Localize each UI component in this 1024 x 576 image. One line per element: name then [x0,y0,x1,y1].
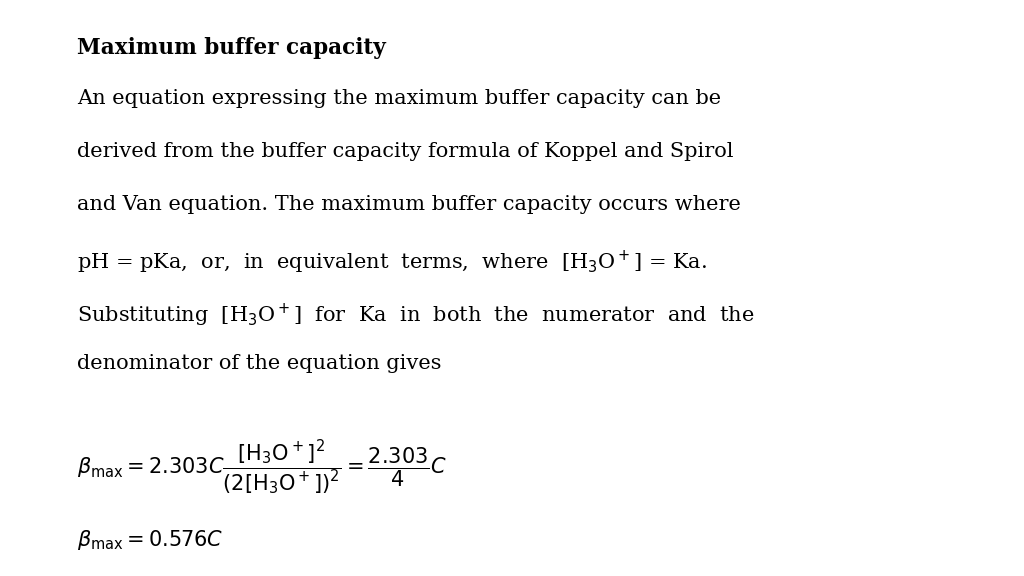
Text: denominator of the equation gives: denominator of the equation gives [77,354,441,373]
Text: $\beta_{\mathrm{max}} = 2.303C\dfrac{[\mathrm{H_3O^+}]^2}{(2[\mathrm{H_3O^+}])^2: $\beta_{\mathrm{max}} = 2.303C\dfrac{[\m… [77,439,446,498]
Text: derived from the buffer capacity formula of Koppel and Spirol: derived from the buffer capacity formula… [77,142,733,161]
Text: and Van equation. The maximum buffer capacity occurs where: and Van equation. The maximum buffer cap… [77,195,740,214]
Text: Substituting  [H$_3$O$^+$]  for  Ka  in  both  the  numerator  and  the: Substituting [H$_3$O$^+$] for Ka in both… [77,301,755,328]
Text: pH = pKa,  or,  in  equivalent  terms,  where  [H$_3$O$^+$] = Ka.: pH = pKa, or, in equivalent terms, where… [77,248,707,275]
Text: An equation expressing the maximum buffer capacity can be: An equation expressing the maximum buffe… [77,89,721,108]
Text: $\beta_{\mathrm{max}} = 0.576C$: $\beta_{\mathrm{max}} = 0.576C$ [77,528,223,552]
Text: Maximum buffer capacity: Maximum buffer capacity [77,37,386,59]
